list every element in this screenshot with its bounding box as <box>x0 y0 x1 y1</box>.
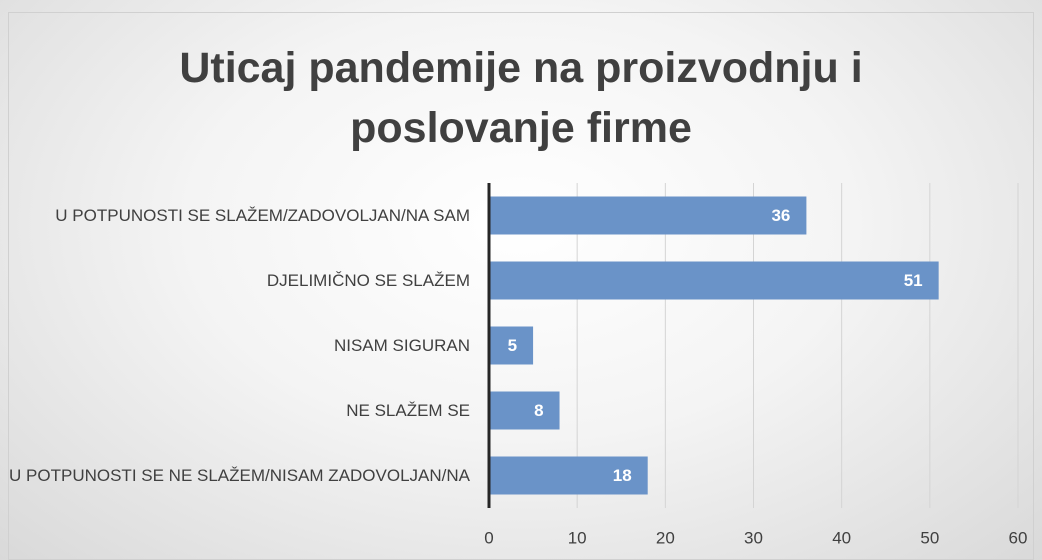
y-tick-label: DJELIMIČNO SE SLAŽEM <box>266 271 470 290</box>
bar <box>489 391 560 430</box>
bar <box>489 261 939 300</box>
y-tick-label: NISAM SIGURAN <box>333 336 470 355</box>
bar <box>489 196 807 235</box>
x-tick-label: 10 <box>568 528 587 547</box>
x-tick-label: 20 <box>656 528 675 547</box>
x-tick-label: 40 <box>832 528 851 547</box>
x-tick-label: 0 <box>484 528 493 547</box>
data-label: 18 <box>613 466 632 485</box>
x-tick-label: 60 <box>1009 528 1028 547</box>
x-tick-label: 30 <box>744 528 763 547</box>
y-tick-label: U POTPUNOSTI SE SLAŽEM/ZADOVOLJAN/NA SAM <box>55 206 470 225</box>
x-tick-label: 50 <box>920 528 939 547</box>
data-label: 51 <box>904 271 923 290</box>
data-label: 36 <box>771 206 790 225</box>
y-tick-label: U POTPUNOSTI SE NE SLAŽEM/NISAM ZADOVOLJ… <box>9 466 470 485</box>
data-label: 8 <box>534 401 543 420</box>
chart-title: Uticaj pandemije na proizvodnju i poslov… <box>179 44 863 152</box>
bar <box>489 456 648 495</box>
y-tick-label: NE SLAŽEM SE <box>346 401 470 420</box>
data-label: 5 <box>508 336 517 355</box>
bar <box>489 326 534 365</box>
